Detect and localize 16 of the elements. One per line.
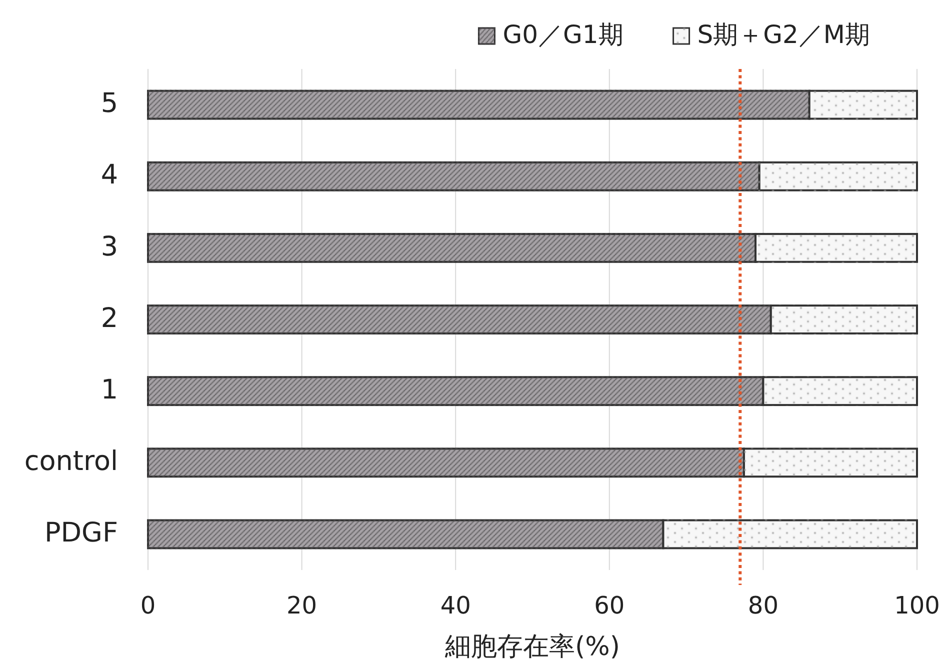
legend-label: G0／G1期 xyxy=(502,20,624,49)
x-tick-label: 100 xyxy=(894,592,940,620)
x-tick-label: 80 xyxy=(748,592,778,620)
legend-label: S期＋G2／M期 xyxy=(697,20,870,49)
y-tick-label: 5 xyxy=(100,88,118,120)
y-tick-label: 4 xyxy=(100,160,118,191)
y-tick-label: 3 xyxy=(100,231,118,262)
x-tick-label: 40 xyxy=(440,592,471,620)
y-tick-label: PDGF xyxy=(44,518,118,549)
x-tick-label: 60 xyxy=(594,592,625,620)
x-tick-label: 0 xyxy=(140,592,156,620)
y-tick-label: control xyxy=(24,446,118,478)
y-tick-label: 2 xyxy=(100,302,118,334)
x-tick-label: 20 xyxy=(286,592,318,620)
y-tick-label: 1 xyxy=(100,374,118,406)
x-axis-title: 細胞存在率(%) xyxy=(444,632,620,662)
